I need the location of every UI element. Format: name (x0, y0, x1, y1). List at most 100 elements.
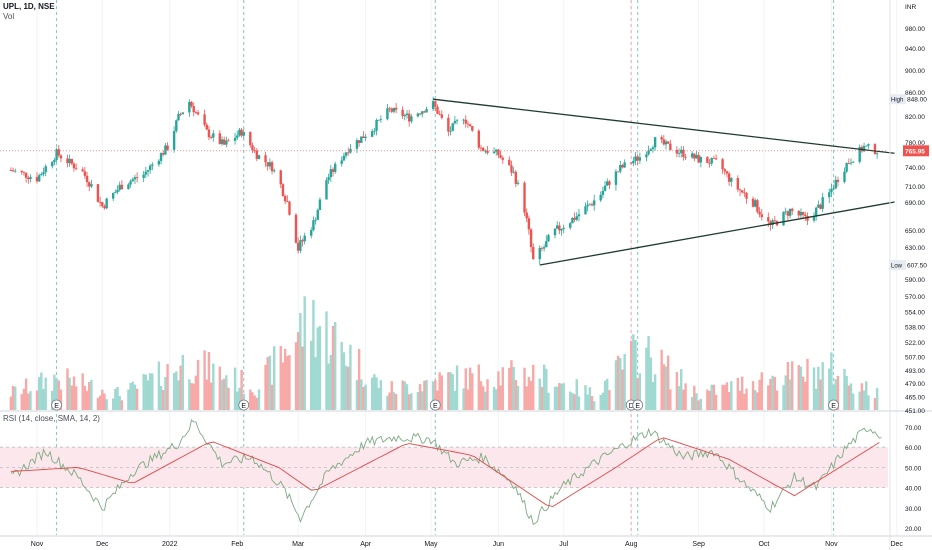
volume-bar (501, 367, 504, 410)
candle-body (545, 241, 548, 248)
volume-bar (440, 375, 444, 410)
volume-bar (788, 379, 792, 410)
low-tag: Low 607.50 (889, 260, 927, 270)
candle-body (281, 184, 285, 197)
volume-bar (525, 386, 528, 410)
volume-bar (754, 390, 757, 410)
candle-body (721, 159, 724, 170)
event-marker-4[interactable]: E (632, 399, 644, 411)
volume-bar (370, 377, 374, 410)
candle-body (484, 150, 487, 152)
event-marker-0[interactable]: E (51, 399, 62, 411)
volume-bar (599, 394, 602, 410)
volume-bar (817, 366, 820, 410)
volume-bar (590, 396, 594, 410)
candle-body (677, 152, 681, 154)
candlesticks[interactable] (9, 96, 879, 265)
volume-bar (418, 384, 422, 410)
price-tick: 650.00 (905, 228, 925, 235)
candle-body (514, 171, 518, 184)
volume-bar (647, 335, 650, 410)
candle-body (632, 160, 635, 164)
candle-body (20, 170, 23, 173)
volume-bar (569, 391, 572, 410)
candle-body (164, 145, 167, 155)
volume-bar (194, 375, 198, 410)
volume-bar (373, 374, 376, 410)
volume-bar (621, 369, 624, 410)
volume-bar (767, 385, 770, 410)
candle-body (801, 211, 805, 215)
volume-tick: 465.00 (905, 395, 925, 402)
candle-body (35, 177, 39, 182)
candle-body (782, 212, 785, 226)
candle-body (51, 161, 54, 167)
trendlines[interactable] (433, 98, 895, 266)
candle-body (653, 137, 657, 148)
candle-body (9, 170, 13, 171)
volume-bar (710, 384, 713, 410)
candle-body (296, 242, 300, 251)
candle-body (699, 157, 703, 163)
candle-body (645, 154, 648, 158)
volume-bar (179, 365, 182, 410)
candle-body (294, 214, 298, 243)
rsi-legend[interactable]: RSI (14, close, SMA, 14, 2) (3, 414, 100, 423)
candle-body (492, 151, 496, 153)
volume-bar (264, 364, 267, 410)
volume-bar (253, 395, 256, 410)
candle-body (403, 115, 407, 117)
candle-body (120, 184, 124, 190)
volume-bar (723, 385, 726, 410)
event-marker-1[interactable]: E (238, 399, 250, 411)
price-axis[interactable]: INR980.00940.00900.00860.00820.00780.007… (905, 4, 925, 284)
rsi-ma-line (10, 437, 880, 507)
volume-bar (146, 380, 150, 410)
candle-body (767, 217, 770, 222)
event-marker-bubble (632, 399, 644, 411)
volume-bar (325, 311, 328, 410)
time-axis[interactable]: Nov Dec 2022 Feb Mar Apr May Jun Jul Aug Sep Oct Nov… (31, 541, 904, 548)
event-lines (56, 0, 835, 535)
candle-body (96, 184, 100, 202)
candle-body (55, 149, 58, 160)
volume-legend[interactable]: Vol (3, 12, 15, 21)
volume-bar (390, 381, 393, 410)
volume-bar (360, 379, 363, 410)
candle-body (220, 139, 224, 144)
candle-body (22, 172, 26, 174)
candle-body (118, 184, 121, 190)
candle-body (355, 140, 359, 149)
volume-bar (327, 363, 330, 410)
volume-tick: 479.00 (905, 381, 925, 388)
symbol-title[interactable]: UPL, 1D, NSE (3, 2, 55, 11)
volume-bar (283, 348, 287, 410)
candle-body (105, 198, 108, 209)
candle-body (436, 106, 439, 114)
volume-bar (784, 375, 787, 410)
volume-bar (843, 368, 846, 410)
volume-bar (695, 393, 698, 410)
event-marker-5[interactable]: E (828, 399, 839, 411)
candle-body (70, 158, 74, 164)
candle-body (203, 114, 206, 125)
volume-bar (832, 385, 835, 410)
volume-bar (37, 377, 41, 410)
last-price-bg (903, 145, 929, 157)
candle-body (540, 248, 544, 249)
volume-bar (575, 379, 578, 410)
candle-body (743, 192, 746, 194)
candle-body (621, 164, 624, 168)
candle-body (799, 211, 803, 216)
volume-bar (801, 376, 805, 410)
candle-body (560, 228, 563, 231)
candle-body (675, 149, 679, 154)
volume-bar (529, 380, 533, 410)
candle-body (196, 112, 200, 115)
event-marker-2[interactable]: E (429, 399, 441, 411)
volume-bar (653, 374, 657, 410)
candle-body (440, 114, 444, 118)
candle-body (760, 214, 763, 218)
